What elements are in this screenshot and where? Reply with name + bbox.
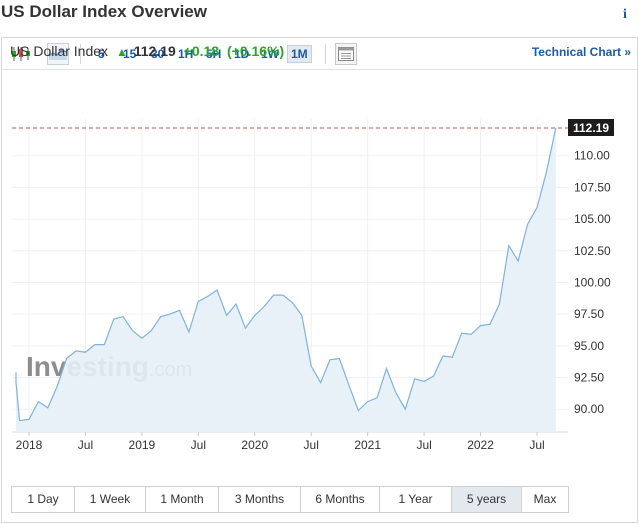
instrument-name: US Dollar Index (10, 43, 109, 59)
y-tick-label: 105.00 (574, 212, 611, 226)
x-tick-label: 2022 (467, 438, 494, 452)
interval-1w[interactable]: 1W (261, 47, 279, 61)
y-tick-label: 100.00 (574, 275, 611, 289)
y-tick-label: 97.50 (574, 307, 604, 321)
price-line (15, 127, 557, 422)
quote-header: US Dollar Index ▲ 112.19 +0.18 (+0.16%) (10, 43, 284, 59)
interval-1d[interactable]: 1D (234, 47, 250, 61)
range-6-months[interactable]: 6 Months (301, 487, 380, 512)
interval-1h[interactable]: 1H (178, 47, 194, 61)
interval-1m[interactable]: 1M (287, 45, 312, 63)
arrow-up-icon: ▲ (115, 45, 128, 59)
x-tick-label: Jul (78, 438, 93, 452)
table-icon[interactable] (335, 43, 357, 65)
y-tick-label: 107.50 (574, 180, 611, 194)
last-price-badge (568, 118, 614, 136)
technical-chart-link[interactable]: Technical Chart » (531, 45, 631, 59)
x-tick-label: 2020 (241, 438, 268, 452)
range-3-months[interactable]: 3 Months (219, 487, 301, 512)
range-1-month[interactable]: 1 Month (146, 487, 219, 512)
x-tick-label: 2018 (16, 438, 43, 452)
range-1-week[interactable]: 1 Week (75, 487, 146, 512)
range-1-year[interactable]: 1 Year (380, 487, 452, 512)
area-chart-icon[interactable] (47, 43, 69, 65)
x-tick-label: Jul (191, 438, 206, 452)
x-tick-label: Jul (416, 438, 431, 452)
x-tick-label: Jul (529, 438, 544, 452)
range-5-years[interactable]: 5 years (452, 487, 522, 512)
range-max[interactable]: Max (533, 492, 557, 506)
last-price: 112.19 (133, 43, 176, 59)
y-tick-label: 95.00 (574, 339, 604, 353)
price-change-percent: (+0.16%) (227, 43, 285, 59)
y-tick-label: 92.50 (574, 371, 604, 385)
price-change: +0.18 (183, 43, 220, 59)
interval-30[interactable]: 30 (151, 47, 165, 61)
x-tick-label: 2019 (129, 438, 156, 452)
interval-5h[interactable]: 5H (206, 47, 222, 61)
range-1-day[interactable]: 1 Day (12, 487, 75, 512)
interval-5[interactable]: 5 (98, 47, 105, 61)
candlestick-icon[interactable] (10, 43, 32, 65)
range-selector: 1 Day 1 Week 1 Month 3 Months 6 Months 1… (11, 486, 569, 513)
info-icon[interactable]: i (623, 7, 627, 22)
y-tick-label: 102.50 (574, 244, 611, 258)
last-price-label: 112.19 (573, 121, 609, 135)
x-tick-label: Jul (304, 438, 319, 452)
page-title: US Dollar Index Overview (1, 2, 207, 21)
chart-toolbar: 5 15 30 1H 5H 1D 1W 1M Technical Chart » (2, 38, 637, 70)
x-tick-label: 2021 (354, 438, 381, 452)
y-tick-label: 90.00 (574, 402, 604, 416)
price-area (16, 128, 556, 432)
y-tick-label: 110.00 (574, 149, 610, 163)
interval-15[interactable]: 15 (123, 47, 137, 61)
